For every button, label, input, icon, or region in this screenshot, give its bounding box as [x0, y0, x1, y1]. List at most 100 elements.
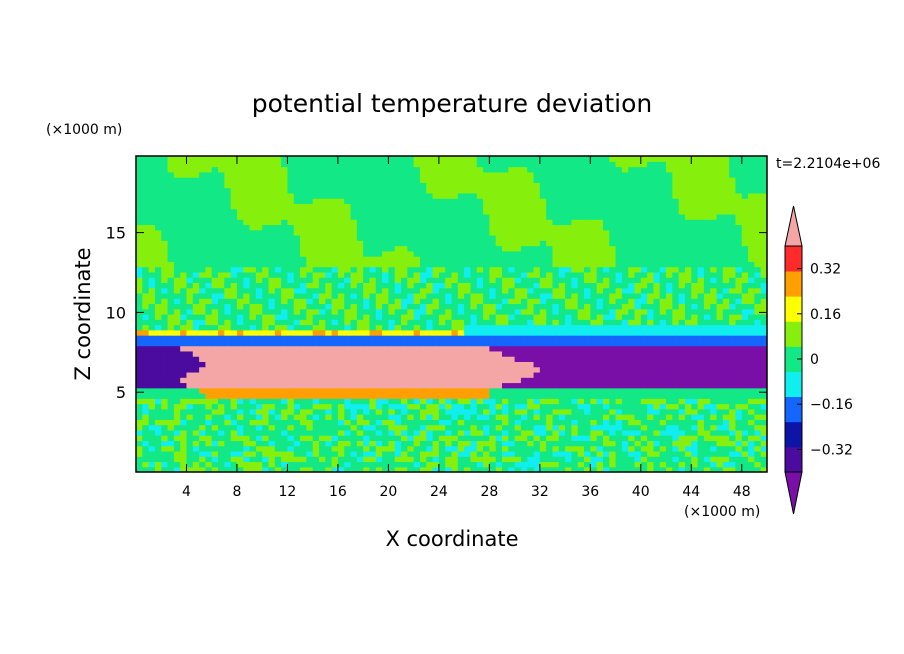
heatmap-cell — [470, 382, 478, 389]
heatmap-cell — [287, 445, 295, 452]
heatmap-cell — [546, 419, 554, 426]
heatmap-cell — [388, 466, 396, 472]
heatmap-cell — [281, 466, 289, 472]
heatmap-cell — [306, 398, 314, 405]
heatmap-cell — [388, 329, 396, 336]
heatmap-cell — [470, 282, 478, 289]
heatmap-cell — [697, 445, 705, 452]
heatmap-cell — [318, 356, 326, 362]
heatmap-cell — [565, 456, 572, 463]
heatmap-cell — [432, 424, 440, 431]
heatmap-cell — [356, 356, 364, 362]
heatmap-cell — [344, 393, 352, 399]
heatmap-cell — [218, 282, 225, 289]
heatmap-cell — [609, 466, 617, 472]
heatmap-cell — [684, 213, 692, 220]
heatmap-cell — [691, 298, 699, 305]
heatmap-cell — [211, 340, 219, 347]
heatmap-cell — [527, 424, 535, 431]
heatmap-cell — [363, 329, 371, 336]
heatmap-cell — [154, 329, 162, 336]
heatmap-cell — [230, 292, 238, 299]
heatmap-cell — [514, 429, 522, 436]
heatmap-cell — [577, 235, 585, 241]
heatmap-cell — [337, 424, 345, 431]
heatmap-cell — [419, 235, 427, 241]
heatmap-cell — [748, 292, 755, 299]
heatmap-cell — [716, 235, 724, 241]
heatmap-cell — [306, 382, 314, 389]
heatmap-cell — [394, 345, 402, 352]
heatmap-cell — [691, 229, 699, 236]
heatmap-cell — [672, 361, 680, 368]
heatmap-cell — [470, 314, 478, 320]
heatmap-cell — [356, 324, 364, 331]
heatmap-cell — [722, 371, 730, 378]
heatmap-cell — [325, 356, 333, 362]
heatmap-cell — [760, 424, 767, 431]
heatmap-cell — [640, 356, 648, 362]
heatmap-cell — [413, 208, 421, 215]
heatmap-cell — [520, 240, 528, 247]
heatmap-cell — [748, 361, 755, 368]
heatmap-cell — [350, 461, 358, 468]
heatmap-cell — [224, 419, 232, 426]
heatmap-cell — [136, 266, 143, 273]
heatmap-cell — [710, 335, 718, 341]
heatmap-cell — [363, 219, 371, 226]
heatmap-cell — [691, 377, 699, 384]
heatmap-cell — [666, 240, 673, 247]
heatmap-cell — [615, 282, 623, 289]
heatmap-cell — [621, 371, 629, 378]
heatmap-cell — [672, 456, 680, 463]
heatmap-cell — [634, 340, 642, 347]
heatmap-cell — [211, 266, 219, 273]
heatmap-cell — [527, 229, 535, 236]
heatmap-cell — [659, 408, 667, 415]
heatmap-cell — [318, 371, 326, 378]
heatmap-cell — [565, 414, 572, 420]
heatmap-cell — [533, 308, 541, 315]
heatmap-cell — [369, 350, 377, 357]
heatmap-cell — [154, 408, 162, 415]
heatmap-cell — [590, 419, 598, 426]
heatmap-cell — [508, 361, 516, 368]
heatmap-cell — [691, 329, 699, 336]
heatmap-cell — [489, 261, 497, 268]
heatmap-cell — [533, 350, 541, 357]
heatmap-cell — [514, 303, 522, 310]
heatmap-cell — [249, 366, 257, 373]
heatmap-cell — [735, 287, 743, 294]
heatmap-cell — [533, 424, 541, 431]
heatmap-cell — [495, 366, 503, 373]
heatmap-cell — [464, 287, 472, 294]
heatmap-cell — [205, 461, 213, 468]
heatmap-cell — [419, 287, 427, 294]
heatmap-cell — [438, 319, 446, 326]
heatmap-cell — [514, 424, 522, 431]
heatmap-cell — [445, 340, 453, 347]
heatmap-cell — [558, 361, 566, 368]
heatmap-cell — [495, 408, 503, 415]
heatmap-cell — [318, 229, 326, 236]
heatmap-cell — [577, 408, 585, 415]
heatmap-cell — [476, 435, 484, 441]
heatmap-cell — [287, 382, 295, 389]
heatmap-cell — [230, 240, 238, 247]
heatmap-cell — [628, 213, 636, 220]
heatmap-cell — [136, 393, 143, 399]
heatmap-cell — [464, 245, 472, 252]
heatmap-cell — [678, 292, 686, 299]
heatmap-cell — [287, 435, 295, 441]
heatmap-cell — [684, 335, 692, 341]
heatmap-cell — [192, 429, 200, 436]
heatmap-cell — [457, 335, 465, 341]
heatmap-cell — [678, 314, 686, 320]
heatmap-cell — [344, 235, 352, 241]
heatmap-cell — [148, 324, 156, 331]
heatmap-cell — [653, 303, 661, 310]
heatmap-cell — [754, 345, 762, 352]
heatmap-cell — [577, 287, 585, 294]
heatmap-cell — [363, 340, 371, 347]
heatmap-cell — [760, 245, 767, 252]
